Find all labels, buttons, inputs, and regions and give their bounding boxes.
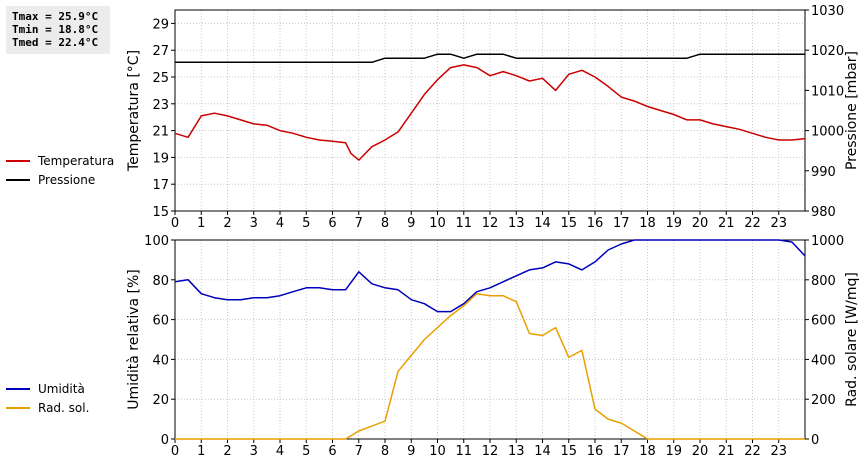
x-tick-label: 8 — [381, 444, 389, 459]
y2-tick-label: 200 — [811, 393, 836, 408]
y2-tick-label: 0 — [811, 433, 819, 448]
y-tick-label: 29 — [152, 17, 169, 32]
chart-panel-1: 0 1 2 3 4 5 6 7 8 9 10 11 12 13 14 15 16 17 18 19 20 21 22 2315… — [6, 4, 860, 231]
x-tick-label: 21 — [718, 444, 735, 459]
x-tick-label: 16 — [587, 216, 604, 231]
x-tick-label: 4 — [276, 216, 284, 231]
y-tick-label: 25 — [152, 71, 169, 86]
x-tick-label: 9 — [407, 444, 415, 459]
x-tick-label: 7 — [355, 216, 363, 231]
x-tick-label: 1 — [197, 216, 205, 231]
x-tick-label: 4 — [276, 444, 284, 459]
y2-tick-label: 980 — [811, 205, 836, 220]
x-tick-label: 17 — [613, 216, 630, 231]
x-tick-label: 18 — [639, 216, 656, 231]
legend-label: Umidità — [38, 382, 85, 396]
x-tick-label: 3 — [250, 216, 258, 231]
series-line-pressione — [175, 53, 805, 64]
y-tick-label: 60 — [152, 314, 169, 329]
x-tick-label: 3 — [250, 444, 258, 459]
x-tick-label: 10 — [429, 444, 446, 459]
y-tick-label: 100 — [144, 234, 169, 249]
x-tick-label: 14 — [534, 444, 551, 459]
y2-tick-label: 990 — [811, 165, 836, 180]
x-tick-label: 5 — [302, 216, 310, 231]
x-tick-label: 2 — [223, 444, 231, 459]
x-tick-label: 0 — [171, 444, 179, 459]
y2-tick-label: 1010 — [811, 84, 844, 99]
x-tick-label: 14 — [534, 216, 551, 231]
y2-tick-label: 1030 — [811, 4, 844, 19]
x-tick-label: 6 — [328, 216, 336, 231]
x-tick-label: 9 — [407, 216, 415, 231]
y-tick-label: 21 — [152, 125, 169, 140]
y-tick-label: 15 — [152, 205, 169, 220]
x-tick-label: 19 — [665, 216, 682, 231]
x-tick-label: 11 — [455, 216, 472, 231]
y2-axis-title: Pressione [mbar] — [844, 51, 860, 170]
legend-label: Rad. sol. — [38, 401, 89, 415]
series-line-temperatura — [174, 64, 806, 161]
y-tick-label: 23 — [152, 98, 169, 113]
stat-tmax: Tmax = 25.9°C — [12, 10, 99, 23]
x-tick-label: 13 — [508, 216, 525, 231]
x-tick-label: 1 — [197, 444, 205, 459]
x-tick-label: 16 — [587, 444, 604, 459]
y2-tick-label: 1000 — [811, 234, 844, 249]
series-line-rad-sol — [175, 292, 805, 440]
x-tick-label: 15 — [560, 444, 577, 459]
x-tick-label: 18 — [639, 444, 656, 459]
x-tick-label: 2 — [223, 216, 231, 231]
x-tick-label: 23 — [770, 444, 787, 459]
y2-tick-label: 1020 — [811, 44, 844, 59]
y-tick-label: 40 — [152, 353, 169, 368]
x-tick-label: 20 — [692, 444, 709, 459]
legend-label: Temperatura — [37, 154, 114, 168]
x-tick-label: 5 — [302, 444, 310, 459]
y-axis-title: Temperatura [°C] — [126, 50, 142, 172]
y-tick-label: 19 — [152, 151, 169, 166]
stats-box: Tmax = 25.9°C Tmin = 18.8°C Tmed = 22.4°… — [6, 6, 110, 54]
y-tick-label: 27 — [152, 44, 169, 59]
x-tick-label: 12 — [482, 216, 499, 231]
y2-tick-label: 800 — [811, 274, 836, 289]
x-tick-label: 0 — [171, 216, 179, 231]
x-tick-label: 15 — [560, 216, 577, 231]
y-tick-label: 0 — [161, 433, 169, 448]
chart-panel-2: 0 1 2 3 4 5 6 7 8 9 10 11 12 13 14 15 16 17 18 19 20 21 22 2302… — [6, 234, 860, 459]
x-tick-label: 10 — [429, 216, 446, 231]
x-tick-label: 19 — [665, 444, 682, 459]
x-tick-label: 20 — [692, 216, 709, 231]
x-tick-label: 22 — [744, 216, 761, 231]
x-tick-label: 13 — [508, 444, 525, 459]
x-tick-label: 22 — [744, 444, 761, 459]
y-tick-label: 80 — [152, 274, 169, 289]
x-tick-label: 21 — [718, 216, 735, 231]
x-tick-label: 23 — [770, 216, 787, 231]
x-tick-label: 7 — [355, 444, 363, 459]
series-line-umidit — [174, 239, 806, 313]
y-tick-label: 17 — [152, 178, 169, 193]
y2-tick-label: 1000 — [811, 125, 844, 140]
y-axis-title: Umidità relativa [%] — [126, 269, 142, 410]
stat-tmed: Tmed = 22.4°C — [12, 36, 99, 49]
stat-tmin: Tmin = 18.8°C — [12, 23, 99, 36]
y2-tick-label: 400 — [811, 353, 836, 368]
x-tick-label: 12 — [482, 444, 499, 459]
y-tick-label: 20 — [152, 393, 169, 408]
x-tick-label: 11 — [455, 444, 472, 459]
x-tick-label: 6 — [328, 444, 336, 459]
legend-label: Pressione — [38, 173, 95, 187]
y2-axis-title: Rad. solare [W/mq] — [844, 272, 860, 407]
x-tick-label: 8 — [381, 216, 389, 231]
x-tick-label: 17 — [613, 444, 630, 459]
y2-tick-label: 600 — [811, 314, 836, 329]
